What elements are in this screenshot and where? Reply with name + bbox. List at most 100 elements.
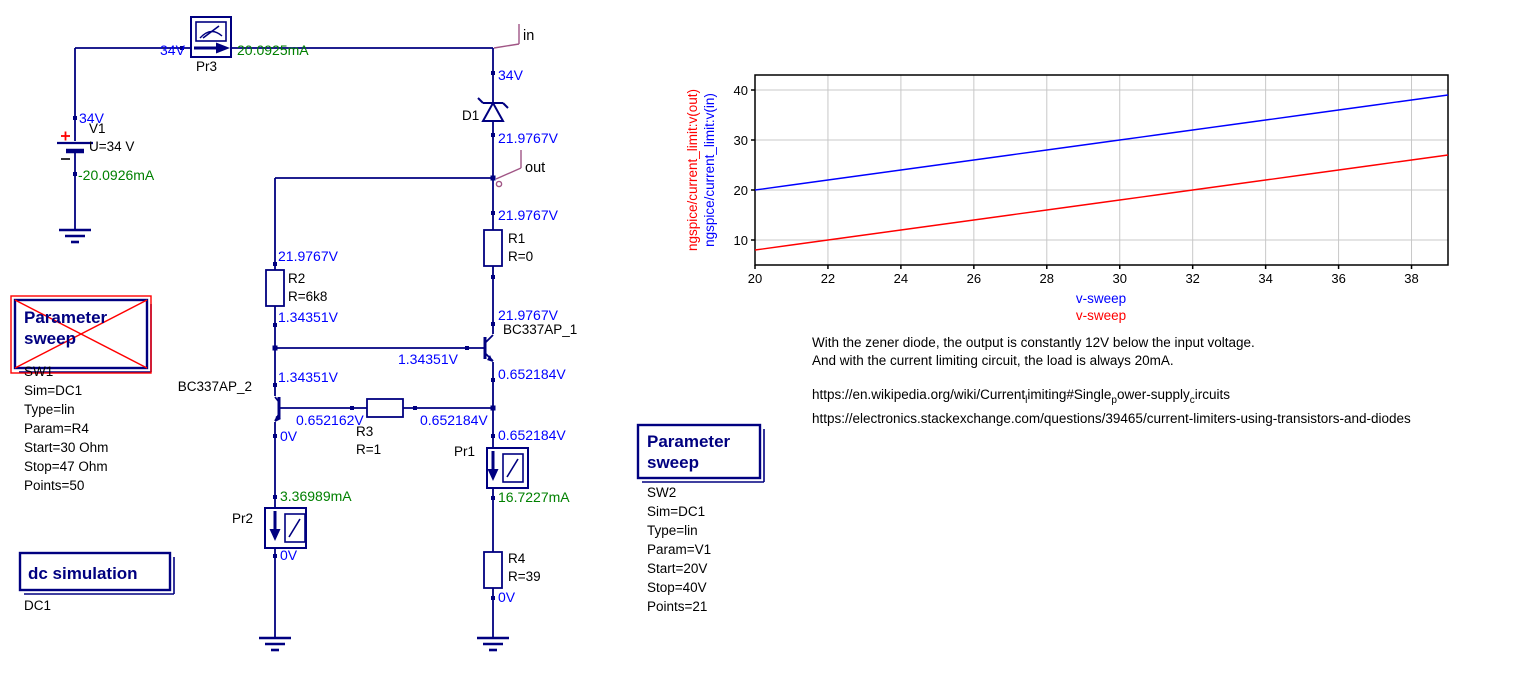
node-name-out[interactable]: out xyxy=(525,160,545,176)
annotation-text: With the zener diode, the output is cons… xyxy=(812,334,1538,428)
component-name-r1: R1 xyxy=(508,231,525,246)
voltage-label: 21.9767V xyxy=(498,207,559,223)
resistor-r2[interactable] xyxy=(265,269,285,307)
voltage-label: 0.652184V xyxy=(420,412,488,428)
sweep-param: SW2 xyxy=(647,485,676,500)
voltage-label: 0.652184V xyxy=(498,366,566,382)
y-axis-label-vin: ngspice/current_limit:v(in) xyxy=(702,93,717,247)
sweep-param: Type=lin xyxy=(24,402,75,417)
component-name-d1: D1 xyxy=(462,108,479,123)
transistor-q1[interactable] xyxy=(483,334,494,362)
sweep-param: Param=V1 xyxy=(647,542,711,557)
component-name-pr1: Pr1 xyxy=(454,444,475,459)
sweep-param: Sim=DC1 xyxy=(647,504,705,519)
component-name-q2: BC337AP_2 xyxy=(178,379,252,394)
component-name-r2: R2 xyxy=(288,271,305,286)
voltage-label: 0V xyxy=(280,428,298,444)
parameter-sweep-sw1-params: SW1 Sim=DC1 Type=lin Param=R4 Start=30 O… xyxy=(24,364,108,493)
sweep-title-line: sweep xyxy=(24,329,76,348)
ground-symbols[interactable] xyxy=(59,228,509,652)
node-dots xyxy=(73,46,496,600)
component-value-r1: R=0 xyxy=(508,249,533,264)
wiki-url: https://en.wikipedia.org/wiki/Currentlim… xyxy=(812,387,1230,406)
svg-text:36: 36 xyxy=(1331,271,1345,286)
current-probe-pr3[interactable] xyxy=(190,16,232,58)
voltage-label: 34V xyxy=(79,110,105,126)
svg-text:40: 40 xyxy=(734,83,748,98)
stackexchange-url: https://electronics.stackexchange.com/qu… xyxy=(812,411,1411,426)
parameter-sweep-sw2[interactable]: Parameter sweep xyxy=(636,423,765,483)
zener-diode-d1[interactable] xyxy=(477,97,509,122)
result-plot[interactable]: 20 22 24 26 28 30 32 34 36 38 10 20 30 40 ngspice/cur… xyxy=(680,60,1470,340)
component-name-pr3: Pr3 xyxy=(196,59,217,74)
current-label: -20.0926mA xyxy=(78,167,155,183)
voltage-label: 21.9767V xyxy=(498,307,559,323)
node-name-in[interactable]: in xyxy=(523,28,534,44)
sweep-param: Start=20V xyxy=(647,561,707,576)
x-axis-label-red: v-sweep xyxy=(1076,308,1126,323)
current-probe-pr2[interactable] xyxy=(264,507,307,549)
resistor-r1[interactable] xyxy=(483,229,503,267)
current-label: 3.36989mA xyxy=(280,488,352,504)
transistor-q2[interactable] xyxy=(274,396,281,422)
voltage-label: 1.34351V xyxy=(278,309,339,325)
resistor-r4[interactable] xyxy=(483,551,503,589)
svg-text:38: 38 xyxy=(1404,271,1418,286)
resistor-r3[interactable] xyxy=(366,398,404,418)
circuit-schematic[interactable]: Parameter sweep SW1 Sim=DC1 Type=lin Par… xyxy=(0,0,780,679)
svg-text:22: 22 xyxy=(821,271,835,286)
current-probe-pr1[interactable] xyxy=(486,447,529,489)
svg-text:20: 20 xyxy=(748,271,762,286)
node-flag-out[interactable] xyxy=(495,150,522,188)
selection-box xyxy=(10,295,152,374)
note-line: And with the current limiting circuit, t… xyxy=(812,353,1174,368)
voltage-source-v1[interactable] xyxy=(57,131,93,160)
voltage-label: 0.652184V xyxy=(498,427,566,443)
sweep-param: Points=50 xyxy=(24,478,84,493)
current-label: 16.7227mA xyxy=(498,489,570,505)
sweep-param: Points=21 xyxy=(647,599,707,614)
voltage-label: 0.652162V xyxy=(296,412,364,428)
sweep-param: Param=R4 xyxy=(24,421,89,436)
voltage-label: 21.9767V xyxy=(278,248,339,264)
current-label: 20.0925mA xyxy=(237,42,309,58)
parameter-sweep-sw2-params: SW2 Sim=DC1 Type=lin Param=V1 Start=20V … xyxy=(647,485,711,614)
voltage-label: 21.9767V xyxy=(498,130,559,146)
voltage-label: 0V xyxy=(498,589,516,605)
component-name-q1: BC337AP_1 xyxy=(503,322,577,337)
parameter-sweep-sw1[interactable]: Parameter sweep xyxy=(10,295,152,374)
svg-text:26: 26 xyxy=(967,271,981,286)
sweep-title-line: Parameter xyxy=(647,432,731,451)
sweep-param: Sim=DC1 xyxy=(24,383,82,398)
component-name-r3: R3 xyxy=(356,424,373,439)
svg-text:30: 30 xyxy=(734,133,748,148)
plot-area: 20 22 24 26 28 30 32 34 36 38 10 20 30 40 xyxy=(734,74,1449,286)
svg-text:10: 10 xyxy=(734,233,748,248)
plus-sign xyxy=(61,131,70,141)
component-value-r3: R=1 xyxy=(356,442,381,457)
dc-simulation-title: dc simulation xyxy=(28,564,138,583)
voltage-label: 1.34351V xyxy=(398,351,459,367)
voltage-label: 34V xyxy=(160,42,186,58)
voltage-label: 0V xyxy=(280,547,298,563)
disabled-cross xyxy=(14,299,148,369)
voltage-label: 1.34351V xyxy=(278,369,339,385)
component-value-r4: R=39 xyxy=(508,569,541,584)
svg-text:32: 32 xyxy=(1185,271,1199,286)
svg-text:20: 20 xyxy=(734,183,748,198)
component-name-r4: R4 xyxy=(508,551,526,566)
component-name-pr2: Pr2 xyxy=(232,511,253,526)
sweep-title-line: Parameter xyxy=(24,308,108,327)
svg-text:30: 30 xyxy=(1113,271,1127,286)
svg-text:28: 28 xyxy=(1040,271,1054,286)
y-axis-label-vout: ngspice/current_limit:v(out) xyxy=(685,89,700,251)
voltage-label: 34V xyxy=(498,67,524,83)
sweep-param: Start=30 Ohm xyxy=(24,440,108,455)
dc-simulation-box[interactable]: dc simulation xyxy=(18,551,175,595)
component-value-r2: R=6k8 xyxy=(288,289,327,304)
node-flag-in[interactable] xyxy=(493,24,520,49)
component-value-v1: U=34 V xyxy=(89,139,134,154)
sweep-param: Stop=40V xyxy=(647,580,707,595)
dc-simulation-param: DC1 xyxy=(24,598,51,613)
